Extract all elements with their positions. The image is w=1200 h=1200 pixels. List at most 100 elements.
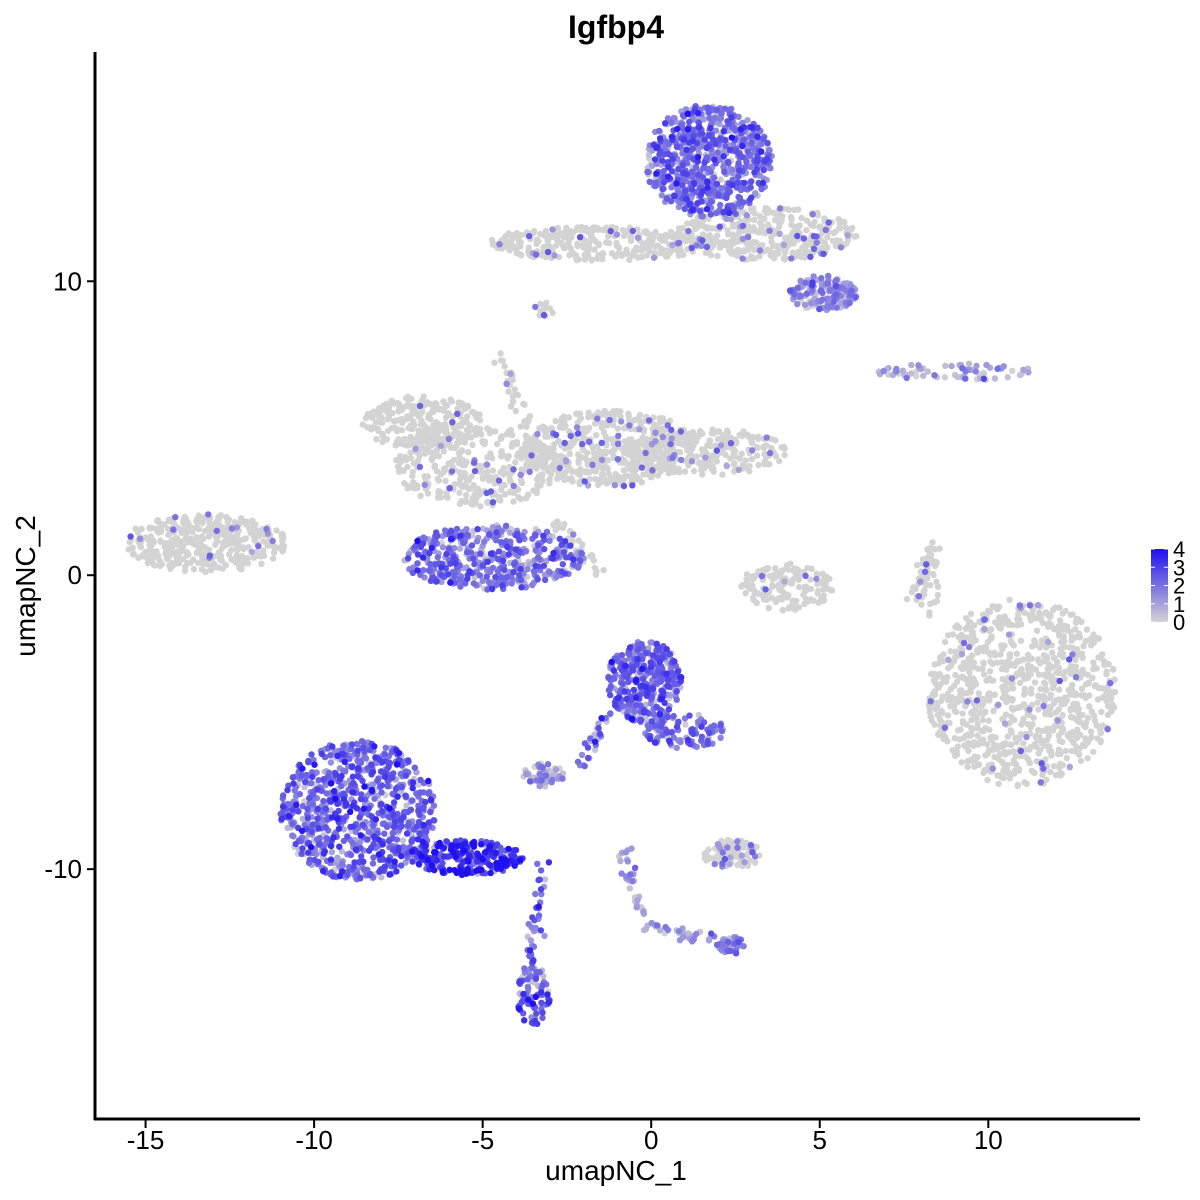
- cell-point: [965, 360, 973, 367]
- cell-point: [371, 409, 379, 416]
- cell-point: [1046, 743, 1053, 750]
- cell-point: [926, 704, 933, 711]
- cell-point: [920, 372, 927, 379]
- cell-point: [534, 430, 541, 438]
- cell-point: [589, 461, 596, 468]
- cell-point: [395, 400, 403, 408]
- cell-point: [813, 239, 820, 246]
- cell-point: [514, 486, 522, 493]
- cell-point: [414, 457, 422, 464]
- cell-point: [734, 838, 741, 845]
- cell-point: [611, 446, 618, 454]
- cell-point: [980, 769, 987, 776]
- cell-point: [584, 427, 591, 434]
- cell-point: [671, 233, 678, 240]
- cell-point: [741, 858, 748, 866]
- cell-point: [604, 465, 611, 472]
- cell-point: [1038, 740, 1046, 747]
- cell-point: [289, 832, 296, 839]
- cell-point: [1042, 710, 1049, 718]
- cell-point: [614, 409, 621, 416]
- cell-point: [1060, 633, 1068, 640]
- cell-point: [824, 295, 831, 302]
- cell-point: [621, 457, 628, 464]
- cell-point: [460, 402, 467, 409]
- cell-point: [1002, 741, 1009, 749]
- cell-point: [228, 540, 235, 547]
- cell-point: [744, 581, 751, 588]
- cell-point: [927, 600, 934, 607]
- cell-point: [615, 432, 622, 439]
- cell-point: [992, 619, 999, 626]
- cell-point: [509, 432, 516, 439]
- cell-point: [627, 436, 635, 443]
- cell-point: [550, 445, 557, 452]
- cell-point: [463, 418, 470, 426]
- cell-point: [634, 897, 641, 904]
- cell-point: [851, 233, 858, 240]
- cell-point: [1000, 664, 1007, 671]
- cell-point: [536, 425, 543, 432]
- cell-point: [743, 212, 750, 219]
- cell-point: [963, 721, 970, 728]
- cell-point: [478, 468, 485, 475]
- cell-point: [136, 535, 144, 542]
- cell-point: [788, 221, 795, 228]
- cell-point: [643, 252, 651, 259]
- cell-point: [368, 424, 375, 431]
- cell-point: [945, 656, 952, 664]
- cell-point: [633, 466, 640, 473]
- cell-point: [1067, 713, 1075, 721]
- cell-point: [724, 429, 732, 436]
- cell-point: [183, 518, 190, 525]
- cell-point: [328, 849, 336, 856]
- cell-point: [537, 453, 544, 460]
- cell-point: [507, 426, 515, 434]
- cell-point: [1063, 754, 1071, 762]
- cell-point: [987, 692, 994, 699]
- cell-point: [646, 231, 653, 238]
- cell-point: [932, 558, 939, 565]
- cell-point: [729, 166, 736, 173]
- cell-point: [523, 771, 530, 778]
- cell-point: [502, 491, 509, 498]
- cell-point: [1014, 782, 1021, 789]
- cell-point: [979, 696, 987, 703]
- cell-point: [659, 433, 666, 441]
- cell-point: [837, 225, 844, 232]
- cell-point: [1082, 735, 1089, 742]
- cell-point: [1031, 769, 1038, 777]
- cell-point: [407, 413, 414, 420]
- cell-point: [742, 590, 749, 597]
- cell-point: [1044, 611, 1051, 618]
- cell-point: [1058, 729, 1065, 736]
- cell-point: [987, 658, 994, 665]
- cell-point: [987, 626, 994, 633]
- cell-point: [465, 428, 473, 435]
- cell-point: [557, 458, 564, 465]
- cell-point: [1026, 663, 1034, 670]
- cell-point: [469, 441, 476, 448]
- cell-point: [1031, 679, 1039, 686]
- cell-point: [953, 708, 960, 716]
- cell-point: [980, 648, 988, 655]
- cell-point: [721, 241, 728, 249]
- cell-point: [511, 386, 518, 393]
- cell-point: [1000, 363, 1007, 370]
- cell-point: [1004, 733, 1011, 740]
- cell-point: [543, 299, 550, 306]
- cell-point: [389, 410, 396, 417]
- cell-point: [753, 599, 760, 607]
- cell-point: [555, 437, 562, 444]
- cell-point: [190, 565, 198, 573]
- cell-point: [505, 230, 512, 237]
- cell-point: [947, 648, 954, 655]
- cell-point: [600, 567, 607, 574]
- cell-point: [796, 222, 803, 229]
- cell-point: [399, 417, 406, 424]
- cell-point: [620, 232, 628, 240]
- cell-point: [189, 528, 196, 535]
- cell-point: [624, 858, 631, 865]
- cell-point: [138, 525, 145, 533]
- cell-point: [1074, 616, 1082, 623]
